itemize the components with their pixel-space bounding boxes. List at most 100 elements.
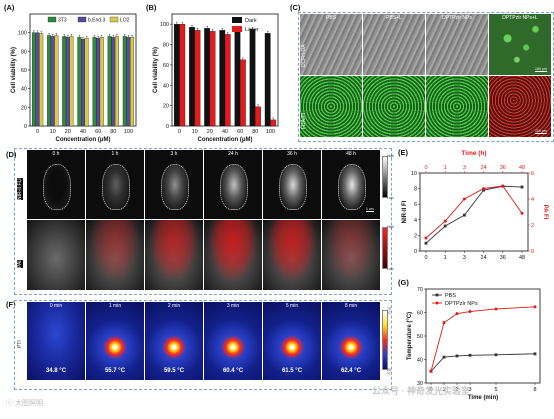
colorbar-label: Low (387, 196, 394, 200)
column-label: PBS (325, 15, 336, 21)
x-tick-label: 3 (468, 387, 471, 393)
time-label: 24 h (228, 151, 238, 157)
series-line (430, 353, 536, 372)
colorbar-label: High (387, 225, 395, 229)
scale-bar-label: 100 μm (535, 129, 547, 134)
series-point-pa (520, 211, 524, 215)
nir-fluorescence-tile: 48 h (322, 150, 380, 219)
series-point-nir (482, 188, 485, 192)
y-tick-label: 80 (21, 49, 27, 55)
series-point-nir (463, 213, 466, 217)
y-axis-label: Cell viability (%) (11, 47, 17, 93)
micrograph-tile (489, 76, 551, 137)
mouse-silhouette (279, 164, 307, 210)
nir-fluorescence-tile: 24 h (204, 150, 262, 219)
y-tick-label: 100 (18, 31, 27, 37)
x-top-tick-label: 24 (481, 165, 487, 171)
bar (255, 106, 261, 127)
series-point-nir (443, 224, 447, 228)
plot-frame (425, 288, 541, 384)
x-tick-label: 0 (178, 129, 181, 135)
panel-c: (C) PBS PBS+L DPTPzIr NPs DPTPzIr NPs+L DCFH… (284, 0, 554, 145)
temperature-label: 34.8 °C (45, 368, 67, 374)
bar (122, 36, 127, 127)
bar (111, 37, 116, 127)
x-top-tick-label: 0 (424, 165, 427, 171)
y-tick-label: 100 (160, 22, 169, 28)
bar (126, 37, 131, 127)
bar (107, 36, 112, 127)
photoacoustic-tile (263, 220, 321, 290)
bar (54, 35, 59, 127)
time-label: 3 min (226, 303, 240, 309)
legend-label: b.End.3 (88, 18, 105, 24)
y-tick-label: 40 (21, 87, 27, 93)
legend-swatch (232, 17, 242, 23)
micrograph-tile (426, 14, 488, 75)
legend-swatch (232, 26, 242, 32)
photoacoustic-tile (86, 220, 144, 290)
temperature-label: 62.4 °C (340, 368, 362, 374)
bar (130, 37, 135, 127)
column-label: DPTPzIr NPs+L (502, 15, 538, 21)
colorbar-label: 25 °C (387, 368, 391, 376)
thermal-tile: 5 min 61.5 °C (263, 302, 321, 380)
panel-b: (B) 0 20 40 60 80 100 0 10 20 40 60 80 100 Cell viabil… (142, 0, 284, 145)
x-tick-label: 1 (444, 255, 447, 261)
top-axis-title: Time (h) (461, 150, 486, 157)
legend-label: DPTPzIr NPs (445, 301, 478, 307)
micrograph-tile (363, 14, 425, 75)
thermal-tile: 2 min 59.5 °C (145, 302, 203, 380)
series-point (455, 354, 459, 358)
panel-b-chart: (B) 0 20 40 60 80 100 0 10 20 40 60 80 100 Cell viabil… (146, 3, 279, 143)
bar (189, 27, 195, 127)
bar (264, 33, 271, 127)
y-tick-label: 10 (411, 171, 417, 177)
column-label: DPTPzIr NPs (442, 15, 472, 21)
time-label: 2 min (167, 303, 181, 309)
bar (224, 34, 231, 127)
bar (114, 36, 119, 127)
photoacoustic-tile (27, 220, 85, 290)
y-tick-label: 40 (163, 83, 169, 89)
panel-e: (E) Time (h) 0 2 4 6 8 10 0 2 4 6 0 1 3 24 36 48 0 1 3 24 36 48… (394, 145, 554, 275)
legend-swatch (77, 16, 87, 23)
watermark-right: 公众号 · 神奇发光实验室 (372, 386, 470, 396)
row-label: FDA/PI (301, 112, 307, 129)
bar (77, 37, 82, 127)
y-right-tick-label: 6 (531, 171, 534, 177)
series-point-pa (424, 236, 428, 240)
nir-fluorescence-tile: 36 h (263, 150, 321, 219)
x-tick-label: 40 (222, 129, 228, 135)
time-label: 48 h (346, 151, 356, 157)
x-top-tick-label: 1 (444, 165, 447, 171)
row-label: NIR-II FLI (17, 178, 23, 200)
y-tick-label: 40 (417, 358, 423, 364)
fl-colorbar (382, 156, 388, 198)
y-tick-label: 20 (21, 105, 27, 111)
series-point (442, 321, 446, 325)
x-tick-label: 36 (500, 255, 506, 261)
time-label: 1 h (111, 151, 119, 157)
legend-marker (435, 293, 439, 297)
micrograph-tile (426, 76, 488, 137)
mouse-silhouette (43, 164, 71, 210)
y-tick-label: 60 (21, 68, 27, 74)
temperature-label: 60.4 °C (222, 368, 244, 374)
plot-frame (419, 172, 529, 252)
pa-colorbar (382, 227, 388, 269)
time-label: 0 min (49, 303, 63, 309)
bar (209, 31, 216, 127)
y-right-tick-label: 0 (531, 249, 534, 255)
x-tick-label: 0 (424, 255, 427, 261)
series-point (442, 355, 446, 359)
panel-a-chart: (A) 0 20 40 60 80 100 0 10 20 40 60 80 100 Cell viabil… (4, 3, 137, 143)
y-tick-label: 30 (417, 381, 423, 387)
x-top-tick-label: 3 (463, 165, 466, 171)
y-tick-label: 60 (417, 311, 423, 317)
legend-swatch (47, 16, 57, 23)
x-tick-label: 3 (463, 255, 466, 261)
series-point (533, 305, 537, 309)
column-label: PBS+L (386, 15, 402, 21)
panel-c-grid: PBS PBS+L DPTPzIr NPs DPTPzIr NPs+L DCFH-DA 1… (300, 14, 551, 138)
